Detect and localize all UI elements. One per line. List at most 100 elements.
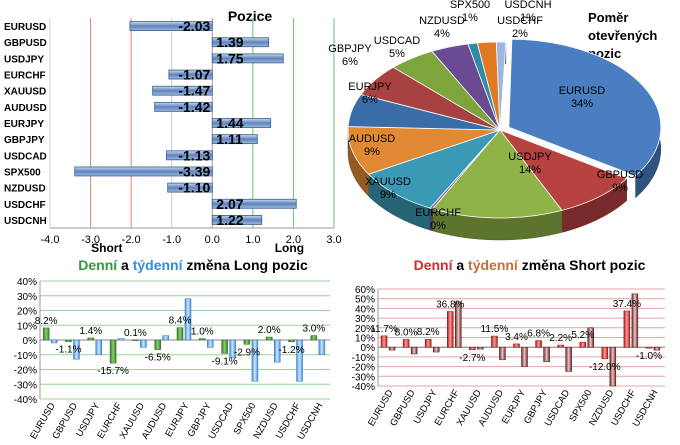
data-label: 8.0% [395, 327, 418, 338]
bar-daily-usdcnh [645, 346, 653, 349]
data-label: 1.39 [216, 34, 243, 50]
y-tick-label: AUDUSD [4, 103, 47, 114]
bar-weekly-eurjpy [521, 346, 528, 367]
pie-value-usdjpy: 14% [519, 164, 541, 176]
bar-weekly-nzdusd [609, 346, 617, 387]
pie-value-usdchf: 2% [512, 28, 528, 40]
data-label: 3.4% [505, 332, 528, 343]
pomer-pie-chart: PoměrotevřenýchpozicEURUSD34%GBPUSD9%USD… [328, 0, 662, 241]
y-tick-label: -20% [352, 363, 375, 374]
bar-gbpjpy [211, 134, 258, 145]
data-label: -1.07 [178, 67, 210, 83]
title-part: týdenní [464, 257, 519, 273]
y-tick-label: XAUUSD [4, 87, 46, 98]
data-label: 1.22 [216, 212, 243, 228]
bar-weekly-usdjpy [432, 346, 440, 353]
bar-daily-usdjpy [424, 338, 432, 348]
pie-label-eurchf: EURCHF [415, 207, 461, 219]
bar-nzdusd [167, 182, 213, 193]
bar-daily-spx500 [579, 341, 586, 348]
bar-weekly-gbpjpy [543, 346, 550, 363]
pie-value-nzdusd: 4% [434, 28, 450, 40]
bar-daily-usdcad [221, 339, 228, 354]
bar-xauusd [152, 85, 213, 96]
x-tick-label: 0.0 [205, 234, 220, 246]
bar-daily-usdchf [623, 310, 631, 348]
data-label: 11.5% [481, 324, 509, 335]
y-tick-label: 20% [17, 307, 37, 318]
bar-daily-gbpusd [402, 339, 410, 348]
pie-label-audusd: AUDUSD [349, 133, 396, 145]
y-tick-label: 20% [355, 324, 375, 335]
bar-weekly-usdchf [631, 293, 639, 348]
title-part: a [117, 257, 129, 273]
bar-daily-xauusd [469, 346, 476, 351]
bar-weekly-xauusd [140, 339, 147, 348]
pie-label-eurusd: EURUSD [559, 85, 606, 97]
bar-daily-usdcad [557, 344, 564, 348]
pie-slice-usdcnh [495, 41, 507, 131]
data-label: 6.8% [527, 329, 550, 340]
bar-usdcad [166, 150, 213, 161]
bar-daily-gbpusd [65, 339, 72, 342]
pie-label-eurjpy: EURJPY [348, 81, 392, 93]
annotation-short: Short [91, 241, 122, 255]
y-tick-label: 50% [355, 295, 375, 306]
bar-weekly-usdcad [565, 346, 572, 372]
bar-daily-usdcnh [310, 335, 318, 341]
data-label: 1.75 [216, 50, 243, 66]
pie-label-usdjpy: USDJPY [508, 151, 552, 163]
bar-weekly-audusd [499, 346, 506, 361]
y-tick-label: GBPUSD [4, 38, 47, 49]
bar-weekly-eurchf [117, 338, 125, 341]
bar-usdcnh [211, 215, 263, 225]
bar-weekly-usdcnh [653, 346, 661, 351]
y-tick-label: SPX500 [4, 167, 41, 178]
bar-daily-eurusd [380, 335, 388, 348]
bar-weekly-nzdusd [273, 339, 281, 363]
annotation-long: Long [275, 241, 304, 255]
data-label: -9.1% [212, 356, 238, 367]
x-tick-label: -3.0 [81, 234, 100, 246]
bar-weekly-audusd [162, 335, 169, 341]
y-tick-label: -20% [14, 366, 37, 377]
bar-daily-usdjpy [87, 337, 95, 341]
y-tick-label: -40% [352, 382, 375, 393]
pie-label-nzdusd: NZDUSD [419, 15, 465, 27]
pie-value-eurusd: 34% [571, 98, 593, 110]
long-change-chart: Denní a týdenní změna Long pozic 40% 30% 20… [14, 257, 330, 442]
pie-value-usdcad: 5% [389, 48, 405, 60]
bar-daily-audusd [154, 339, 161, 350]
data-label: 36.8% [436, 300, 464, 311]
pie-value-eurchf: 0% [430, 220, 446, 232]
data-label: 0.1% [124, 328, 147, 339]
pozice-chart: Pozice -4.0 -3.0 -2.0 -1.0 0.0 1.0 2.0 3.0 EURUSD… [4, 8, 342, 255]
pie-value-gbpjpy: 6% [342, 56, 358, 68]
data-label: -2.03 [178, 18, 210, 34]
bar-eurjpy [211, 118, 272, 128]
chart-title-line-1: Poměr [588, 10, 628, 25]
y-tick-label: 40% [355, 304, 375, 315]
x-tick-label: 2.0 [286, 234, 301, 246]
pie-label-gbpusd: GBPUSD [597, 169, 644, 181]
chart-title-line-2: otevřených [588, 28, 657, 43]
y-tick-label: 60% [355, 285, 375, 296]
y-tick-label: NZDUSD [4, 184, 46, 195]
y-tick-label: 0% [23, 336, 38, 347]
bar-daily-spx500 [243, 339, 251, 345]
bar-gbpusd [211, 37, 270, 48]
data-label: 2.0% [258, 325, 281, 336]
data-label: -2.7% [459, 353, 485, 364]
short-change-chart: Denní a týdenní změna Short pozic 60%50%4… [352, 257, 665, 429]
pie-slice-xauusd [367, 129, 502, 209]
data-label: -6.5% [145, 353, 171, 364]
title-part: Denní [414, 257, 454, 273]
y-tick-label: -40% [14, 395, 37, 406]
pie-value-audusd: 9% [364, 146, 380, 158]
data-label: -1.42 [178, 99, 210, 115]
data-label: -1.47 [178, 83, 210, 99]
bar-weekly-gbpjpy [207, 339, 214, 348]
title-part: změna Short pozic [518, 257, 646, 273]
data-label: -1.2% [278, 345, 304, 356]
